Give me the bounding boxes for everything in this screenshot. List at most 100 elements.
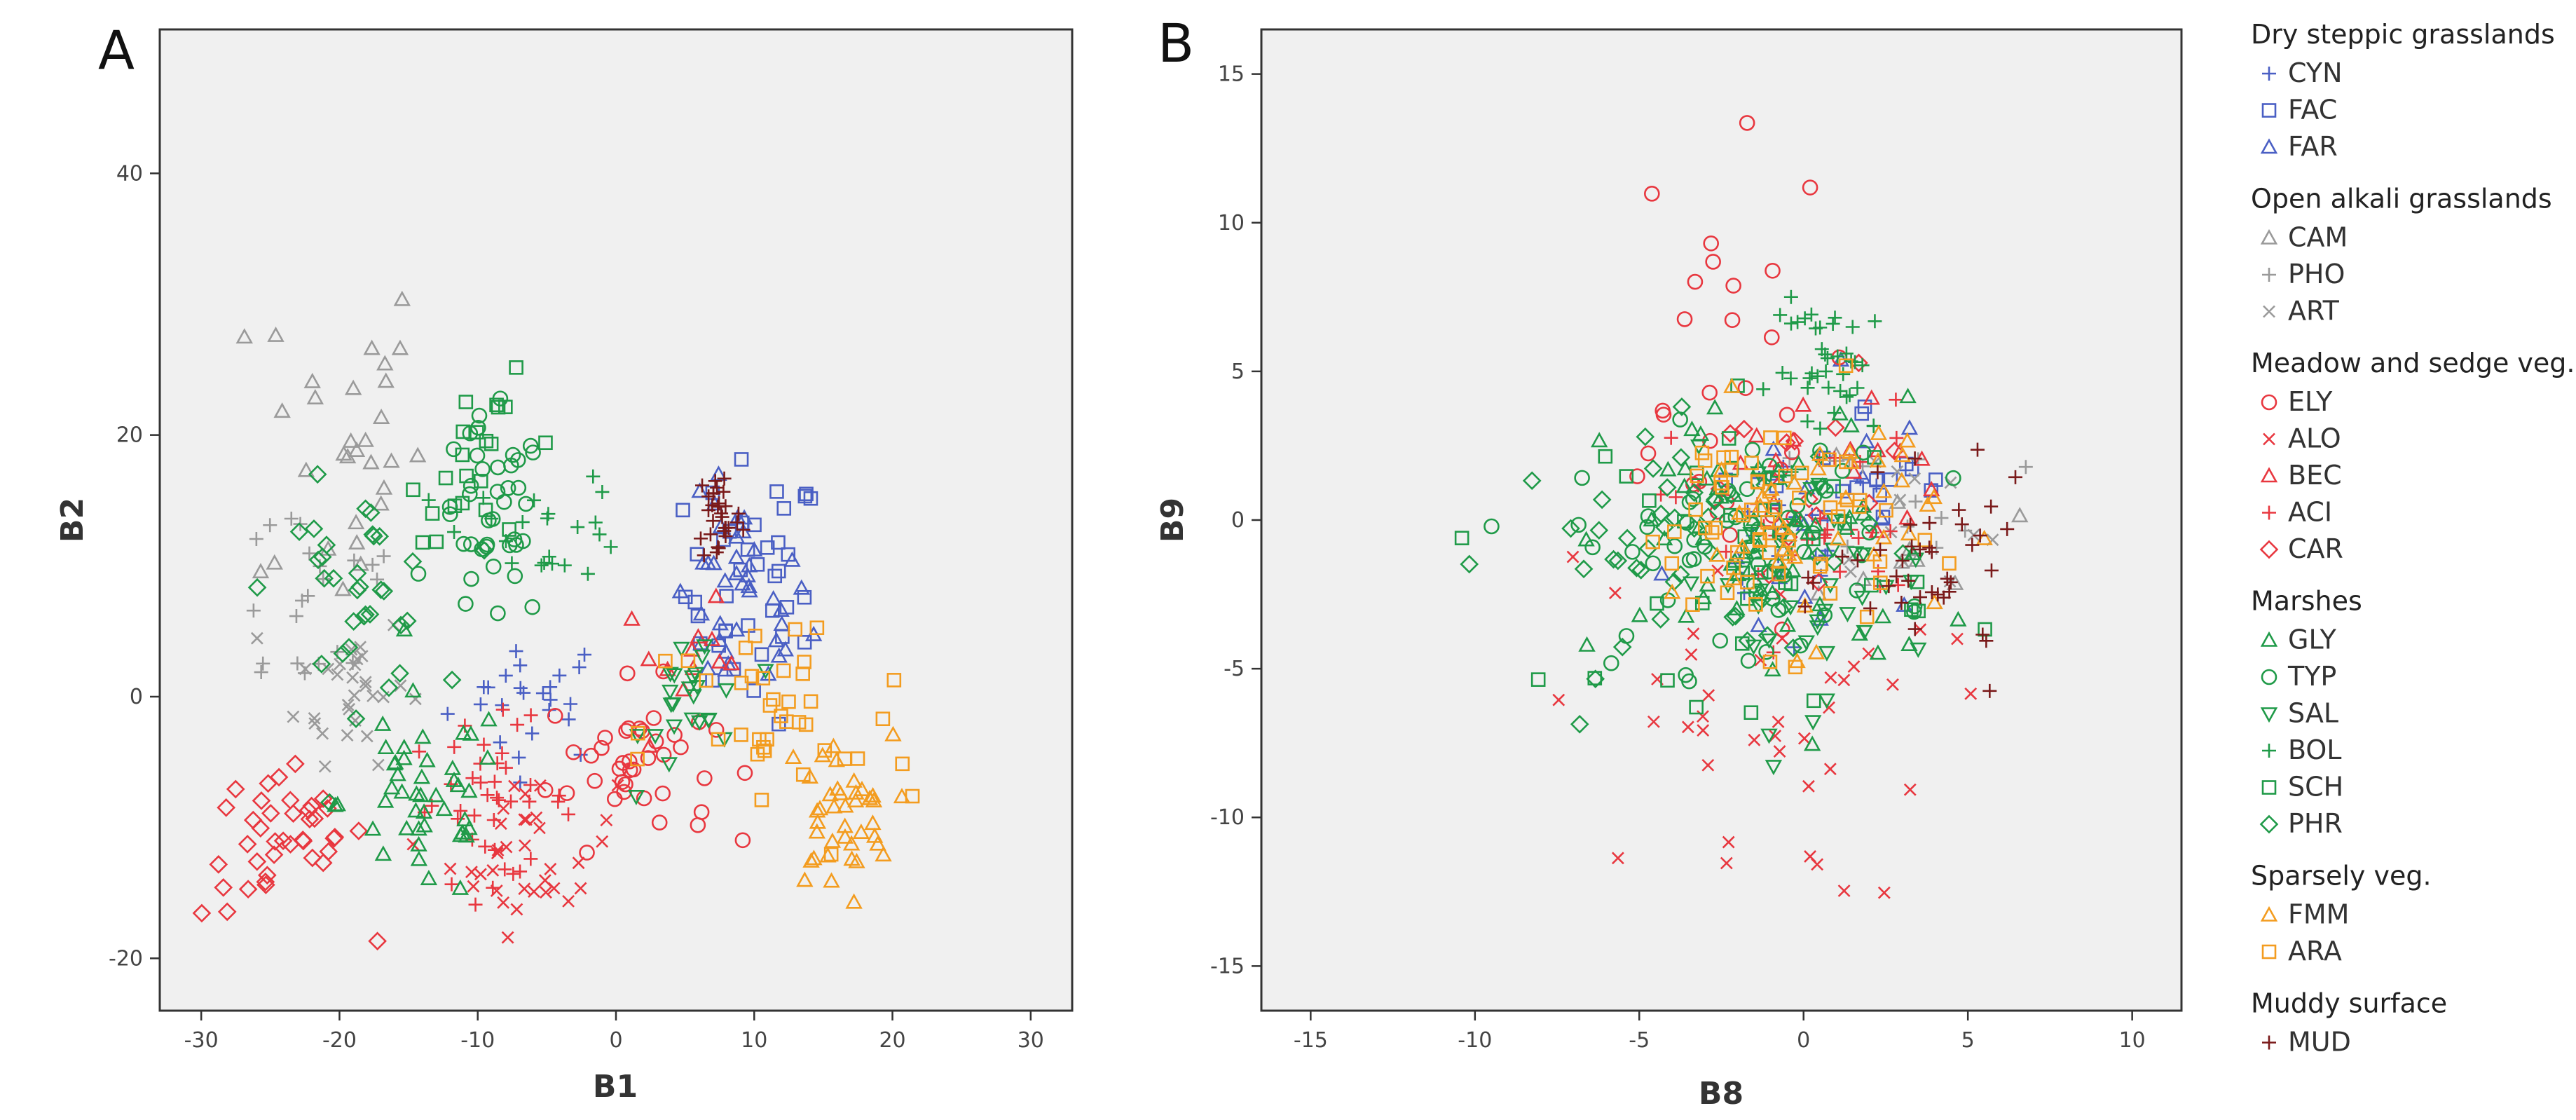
point-phr bbox=[371, 580, 390, 599]
point-ara bbox=[875, 711, 891, 727]
point-typ bbox=[481, 512, 497, 528]
point-gly bbox=[458, 827, 475, 843]
point-sch bbox=[1910, 574, 1925, 589]
point-far bbox=[692, 605, 711, 621]
point-phr bbox=[390, 664, 409, 683]
point-ely bbox=[559, 785, 575, 801]
point-bec bbox=[623, 610, 640, 626]
point-typ bbox=[490, 605, 506, 622]
point-typ bbox=[1712, 632, 1728, 649]
point-pho bbox=[290, 656, 305, 671]
point-art bbox=[359, 679, 372, 692]
point-ara bbox=[1917, 533, 1933, 547]
point-typ bbox=[1906, 598, 1923, 615]
point-phr bbox=[348, 564, 367, 583]
x-tick-label: -5 bbox=[1629, 1028, 1650, 1053]
point-car bbox=[214, 877, 233, 897]
point-art bbox=[1908, 472, 1921, 485]
point-bec bbox=[1868, 522, 1886, 538]
point-typ bbox=[474, 461, 491, 477]
point-ely bbox=[594, 739, 610, 756]
point-bec bbox=[703, 630, 721, 646]
point-typ bbox=[1849, 582, 1865, 599]
point-ara bbox=[1740, 575, 1755, 589]
point-mud bbox=[697, 548, 711, 563]
point-ely bbox=[1725, 278, 1741, 294]
point-ely bbox=[1765, 262, 1781, 279]
point-far bbox=[727, 528, 746, 544]
point-aci bbox=[523, 778, 538, 793]
point-art bbox=[322, 662, 335, 676]
point-cam bbox=[393, 290, 411, 306]
point-phr bbox=[391, 615, 411, 635]
point-sal bbox=[699, 713, 718, 729]
point-car bbox=[1800, 489, 1819, 509]
x-tick-label: -10 bbox=[460, 1028, 495, 1053]
point-phr bbox=[370, 526, 389, 546]
point-cyn bbox=[513, 775, 528, 790]
point-aci bbox=[478, 839, 493, 854]
legend-label-bec: BEC bbox=[2288, 460, 2342, 491]
point-bol bbox=[541, 507, 556, 521]
point-far bbox=[793, 579, 810, 595]
point-typ bbox=[1686, 531, 1702, 548]
point-fac bbox=[797, 589, 812, 605]
point-fmm bbox=[884, 725, 902, 742]
point-aci bbox=[473, 775, 488, 790]
point-ara bbox=[734, 728, 748, 742]
point-ely bbox=[620, 720, 637, 737]
point-sch bbox=[478, 503, 493, 517]
point-cam bbox=[377, 372, 395, 388]
point-alo bbox=[501, 931, 514, 944]
point-mud bbox=[1984, 563, 1999, 578]
point-sch bbox=[1743, 705, 1759, 720]
point-alo bbox=[1837, 885, 1851, 897]
point-ara bbox=[791, 715, 807, 730]
point-typ bbox=[1624, 544, 1640, 560]
point-sal bbox=[1760, 728, 1778, 744]
point-aci bbox=[488, 842, 502, 857]
scatter-panel-b: B -15 -10 -5 0 5 10 -15 -10 -5 0 5 10 15 B8 B9 bbox=[1155, 12, 2183, 1112]
point-cyn bbox=[572, 660, 587, 675]
point-fmm bbox=[1807, 643, 1825, 660]
point-alo bbox=[519, 839, 531, 852]
point-ely bbox=[579, 845, 595, 861]
point-bol bbox=[421, 493, 436, 507]
point-sch bbox=[429, 534, 444, 549]
point-fmm bbox=[1893, 446, 1912, 463]
point-fmm bbox=[842, 835, 861, 851]
point-bol bbox=[1800, 381, 1815, 395]
legend-label-phr: PHR bbox=[2288, 808, 2343, 839]
point-bol bbox=[1773, 308, 1788, 322]
point-sal bbox=[1781, 600, 1800, 616]
point-cyn bbox=[473, 697, 488, 711]
point-ara bbox=[1724, 449, 1739, 465]
point-typ bbox=[1740, 653, 1757, 669]
point-sal bbox=[1821, 578, 1839, 594]
point-alo bbox=[600, 814, 613, 827]
point-gly bbox=[410, 850, 428, 866]
point-ely bbox=[1687, 273, 1704, 290]
point-typ bbox=[1681, 552, 1698, 568]
point-alo bbox=[1611, 852, 1624, 865]
point-mud bbox=[714, 506, 729, 521]
legend-label-sal: SAL bbox=[2288, 698, 2338, 729]
point-mud bbox=[717, 471, 732, 486]
point-phr bbox=[1561, 519, 1580, 538]
point-gly bbox=[1837, 519, 1856, 535]
point-typ bbox=[1750, 556, 1767, 573]
point-sal bbox=[666, 668, 683, 684]
point-art bbox=[316, 727, 329, 740]
point-typ bbox=[510, 479, 527, 496]
point-aci bbox=[551, 788, 566, 803]
x-tick-label: 0 bbox=[1797, 1028, 1810, 1053]
point-ara bbox=[1823, 500, 1838, 515]
point-sch bbox=[491, 399, 506, 415]
point-cam bbox=[372, 495, 390, 511]
axis-ticks-b: -15 -10 -5 0 5 10 -15 -10 -5 0 5 10 15 bbox=[1210, 62, 2146, 1053]
legend-marker-pho bbox=[2262, 268, 2276, 282]
point-ara bbox=[1852, 493, 1868, 507]
point-pho bbox=[249, 532, 263, 547]
point-bol bbox=[544, 556, 559, 571]
point-sch bbox=[1806, 531, 1821, 547]
